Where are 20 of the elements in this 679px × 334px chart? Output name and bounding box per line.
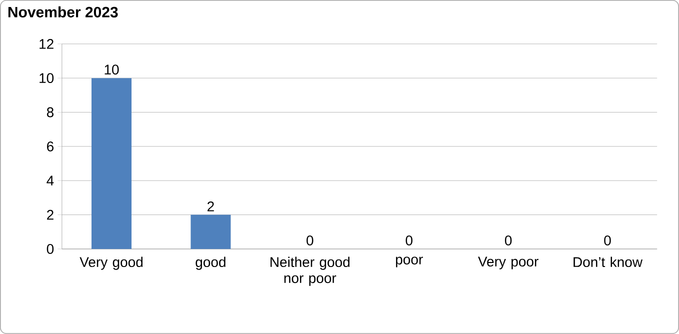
x-tick-label: Neither good nor poor [270, 256, 350, 286]
data-label: 0 [406, 236, 412, 246]
x-tick-label: Very good [80, 256, 143, 270]
x-tick-label: poor [396, 256, 423, 268]
x-tick-label: Don’t know [574, 256, 643, 268]
y-tick-label: 6 [47, 142, 54, 152]
y-tick-label: 12 [40, 39, 54, 49]
data-label: 10 [104, 64, 119, 75]
x-tick-label: good [196, 256, 226, 270]
data-label: 0 [604, 236, 611, 246]
data-label: 0 [504, 236, 512, 246]
y-tick-label: 0 [46, 244, 54, 254]
y-tick-label: 10 [40, 73, 54, 84]
data-label: 2 [208, 202, 214, 212]
y-tick-label: 4 [46, 176, 54, 186]
data-label: 0 [306, 236, 314, 246]
x-tick-label: Very poor [478, 256, 538, 270]
y-tick-label: 8 [46, 107, 54, 118]
chart-title: November 2023 [8, 6, 118, 18]
y-tick-label: 2 [47, 210, 54, 220]
